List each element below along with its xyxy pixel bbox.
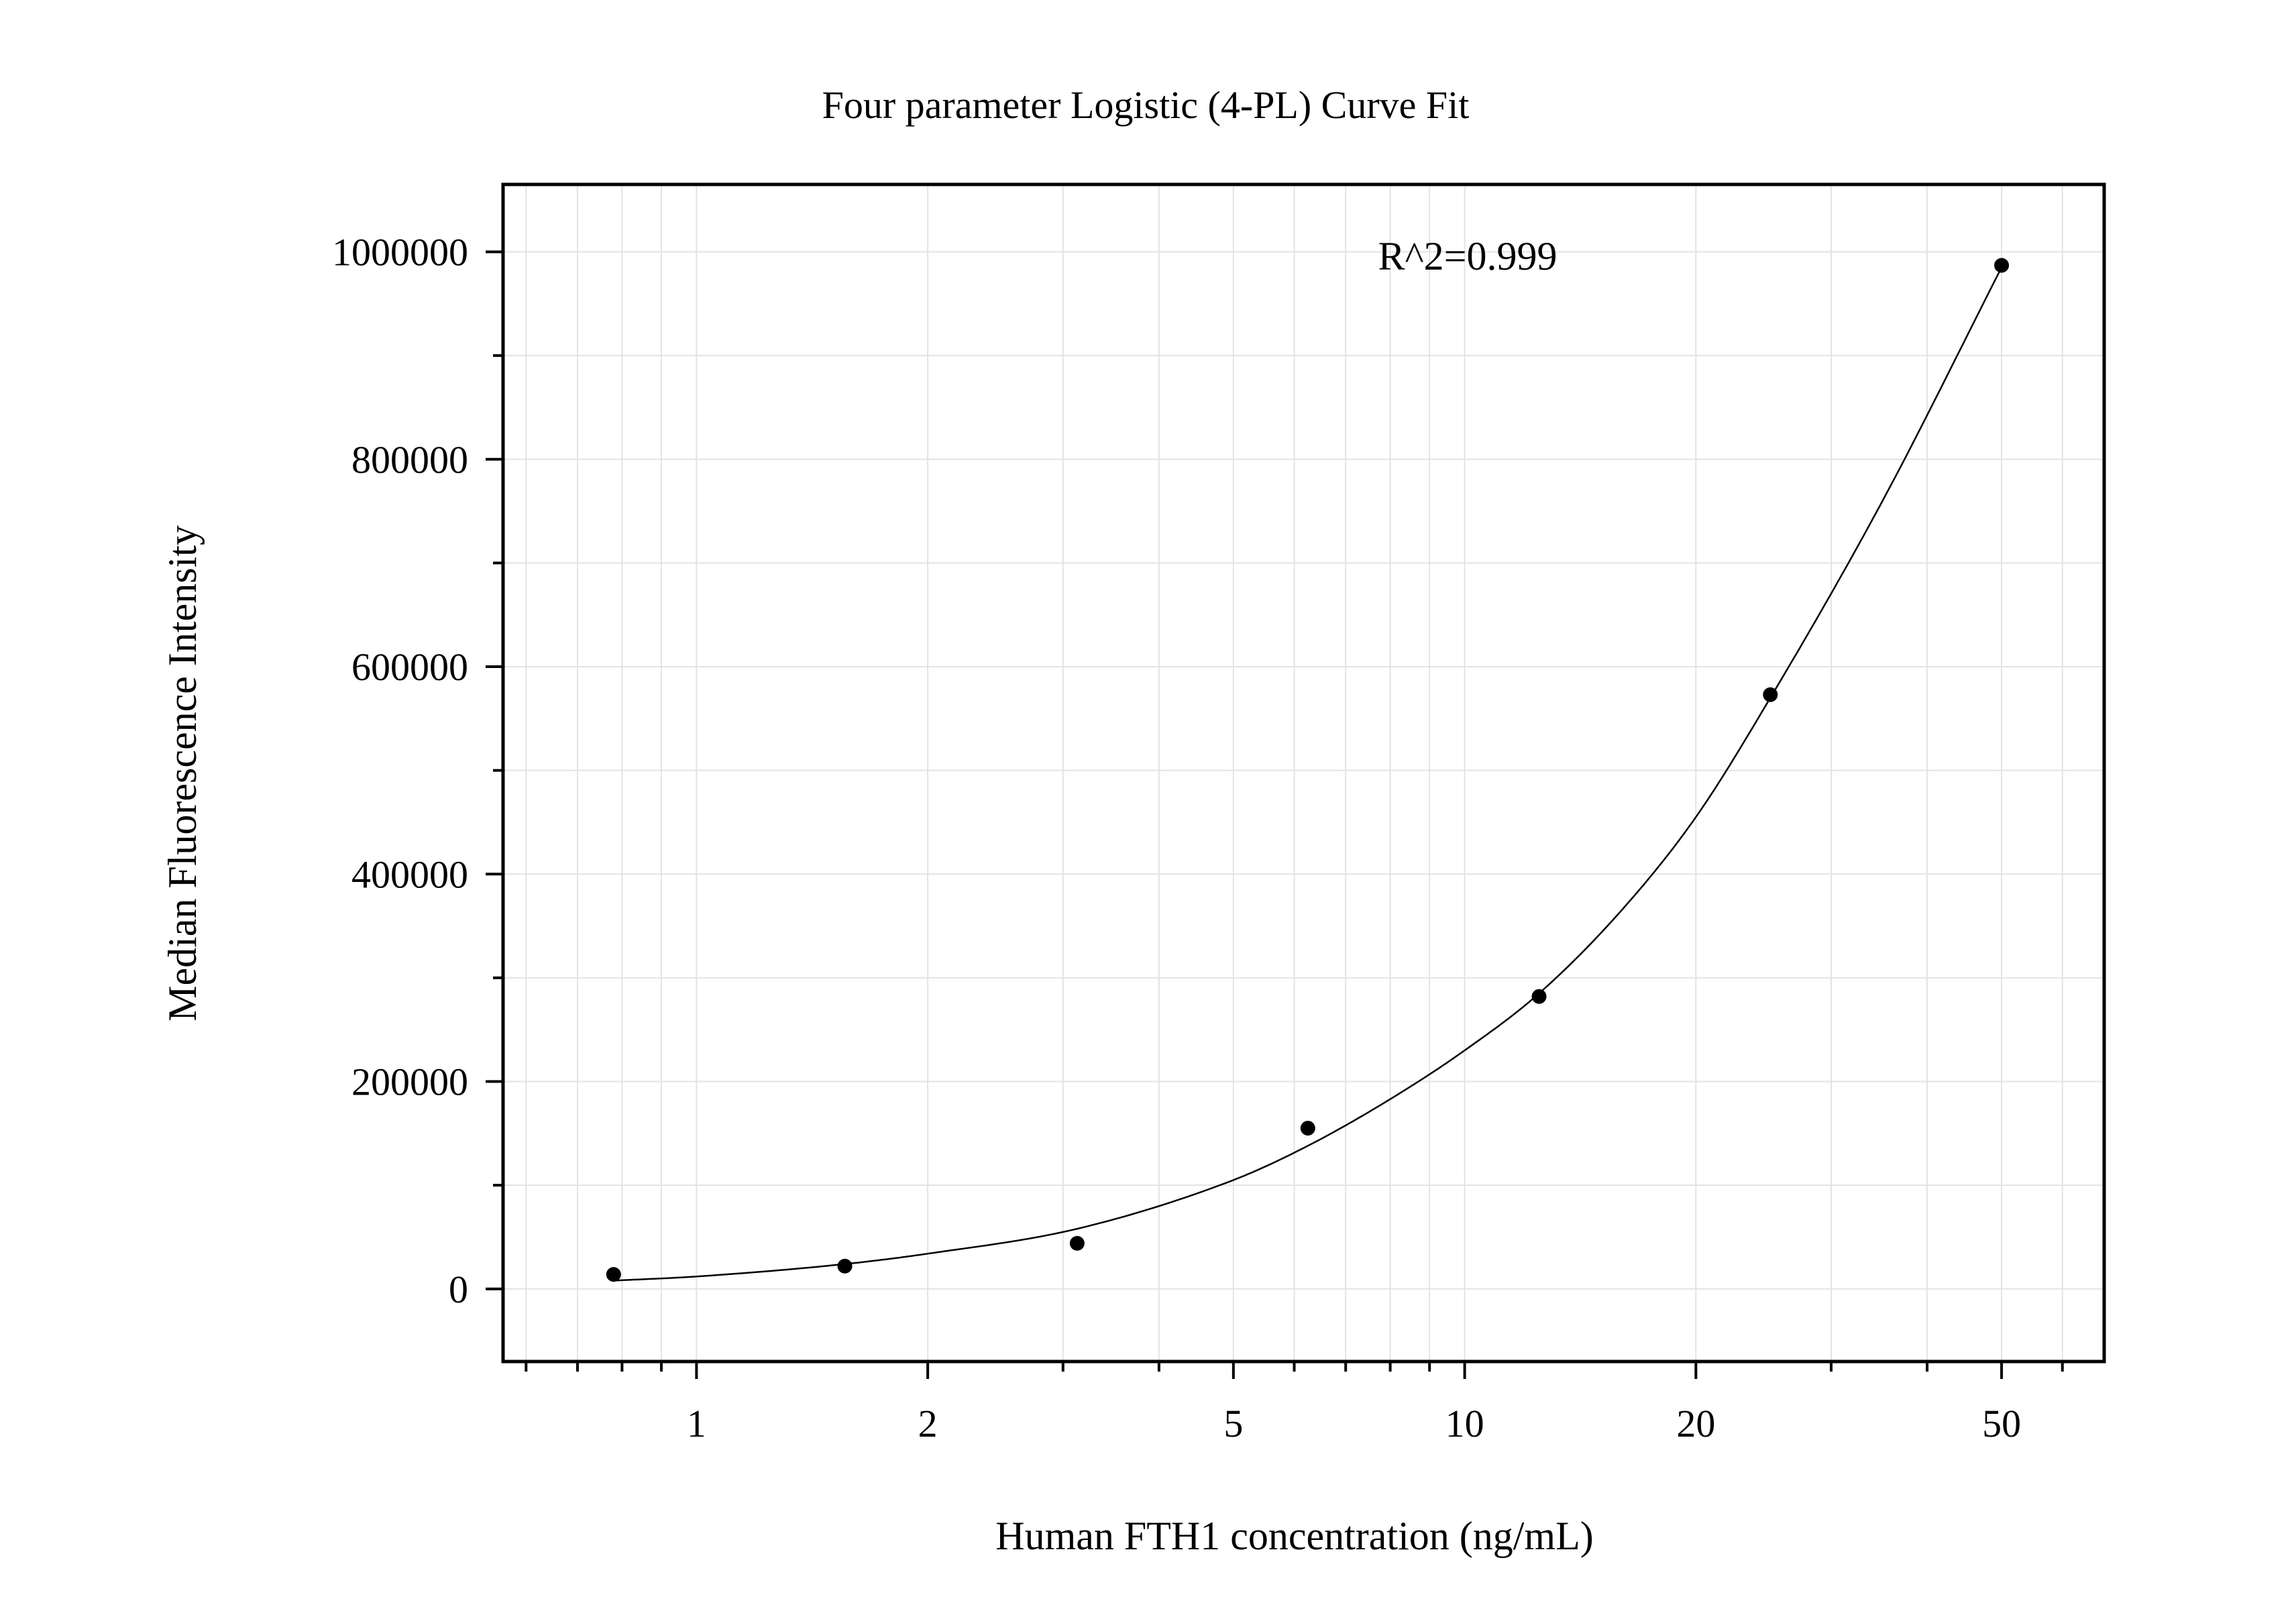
y-tick-label: 1000000 <box>332 231 468 274</box>
y-tick-label: 0 <box>449 1268 468 1311</box>
fit-curve <box>613 267 2003 1282</box>
chart-title: Four parameter Logistic (4-PL) Curve Fit <box>822 83 1470 127</box>
axis-ticks <box>486 250 2064 1379</box>
data-point <box>1531 989 1547 1004</box>
y-tick-label: 200000 <box>351 1060 468 1104</box>
data-points <box>606 258 2010 1282</box>
y-axis-label: Median Fluorescence Intensity <box>160 525 205 1021</box>
plot-frame <box>501 182 2106 1364</box>
x-axis-label: Human FTH1 concentration (ng/mL) <box>995 1514 1593 1558</box>
data-point <box>1069 1235 1085 1251</box>
data-point <box>1994 258 2010 273</box>
y-tick-label: 400000 <box>351 852 468 896</box>
data-point <box>606 1267 621 1282</box>
x-tick-label: 20 <box>1676 1402 1715 1445</box>
x-tick-label: 2 <box>918 1402 938 1445</box>
data-point <box>1763 687 1778 702</box>
tick-labels: 1 2 5 10 20 50 0 200000 400000 600000 800000 100000… <box>332 231 2021 1445</box>
r-squared-annotation: R^2=0.999 <box>1378 234 1557 278</box>
x-tick-label: 1 <box>687 1402 706 1445</box>
x-tick-label: 10 <box>1445 1402 1484 1445</box>
x-tick-label: 50 <box>1982 1402 2021 1445</box>
y-tick-label: 600000 <box>351 645 468 689</box>
fit-curve-layer <box>613 267 2003 1282</box>
grid <box>503 184 2104 1362</box>
x-tick-label: 5 <box>1223 1402 1243 1445</box>
data-point <box>1300 1121 1315 1136</box>
data-point <box>837 1258 853 1274</box>
y-tick-label: 800000 <box>351 438 468 482</box>
